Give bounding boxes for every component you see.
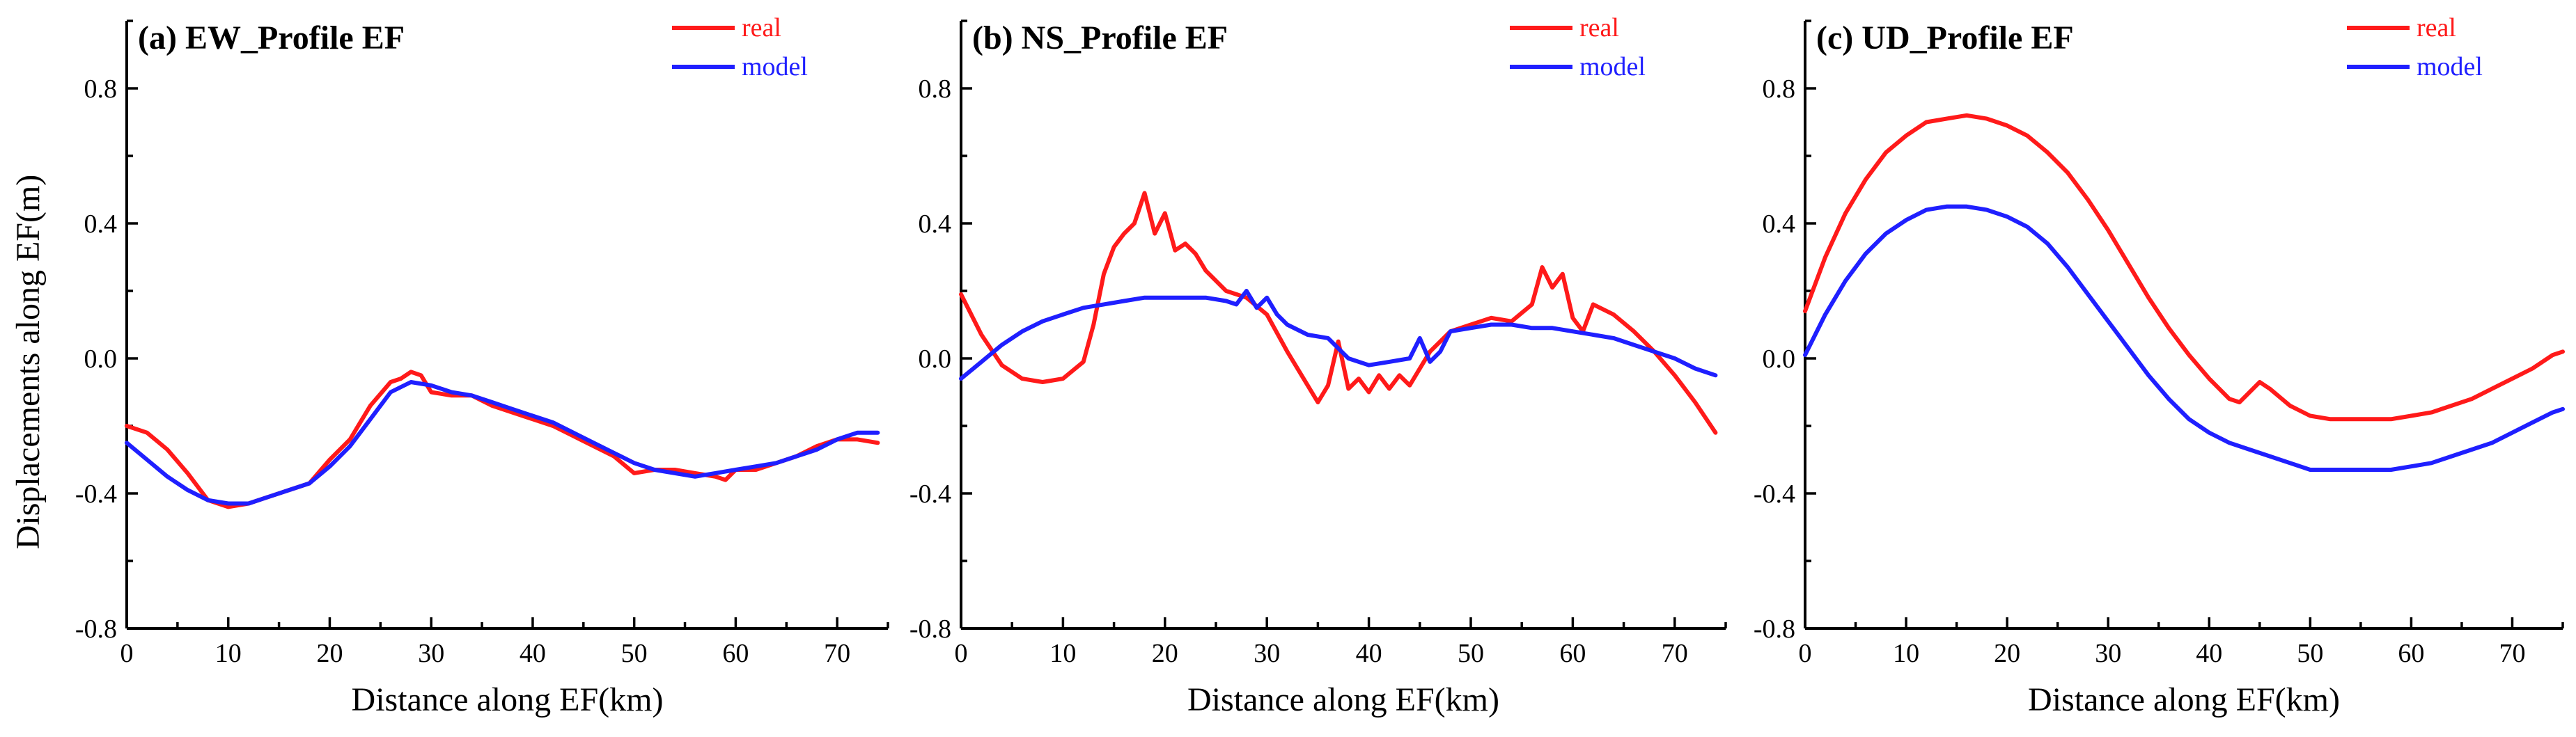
panel-title: (a) EW_Profile EF [138,19,405,56]
x-tick-label: 50 [2297,639,2323,668]
x-tick-label: 10 [215,639,242,668]
legend-label-model: model [1579,52,1646,81]
y-tick-label: 0.8 [919,74,952,104]
panel-title: (c) UD_Profile EF [1816,19,2074,56]
y-tick-label: -0.8 [75,615,117,644]
series-real-line [959,191,1718,435]
x-tick-label: 60 [2398,639,2424,668]
x-tick-label: 50 [621,639,648,668]
y-tick-label: -0.4 [75,480,117,509]
x-tick-label: 70 [824,639,850,668]
x-tick-label: 30 [2095,639,2121,668]
y-tick-label: -0.4 [910,480,951,509]
y-tick-label: 0.0 [919,344,952,374]
series-model-line [125,380,880,506]
y-tick-label: 0.4 [919,209,952,239]
panel-c: 0 10 20 30 40 50 60 70 -0.8 -0.4 0.0 0.4 0.8 (c) UD_P… [1754,13,2565,718]
x-tick-label: 30 [418,639,444,668]
y-tick-label: 0.4 [84,209,118,239]
x-tick-label: 60 [1559,639,1586,668]
y-tick-label: 0.4 [1763,209,1796,239]
y-tick-label: 0.8 [84,74,118,104]
x-axis-title: Distance along EF(km) [1187,681,1499,718]
x-tick-label: 20 [1994,639,2020,668]
x-tick-label: 40 [1356,639,1382,668]
legend-label-real: real [1579,13,1619,42]
panel-title: (b) NS_Profile EF [972,19,1228,56]
x-tick-label: 10 [1049,639,1076,668]
x-tick-label: 70 [1662,639,1688,668]
x-tick-label: 70 [2499,639,2525,668]
x-tick-label: 0 [1799,639,1812,668]
y-axis-title: Displacements along EF(m) [10,175,47,550]
legend-label-model: model [742,52,808,81]
x-tick-label: 20 [316,639,343,668]
y-tick-label: 0.8 [1763,74,1796,104]
x-tick-label: 60 [722,639,749,668]
y-tick-label: -0.8 [910,615,951,644]
x-axis-title: Distance along EF(km) [352,681,664,718]
legend-label-model: model [2417,52,2483,81]
panel-b: 0 10 20 30 40 50 60 70 -0.8 -0.4 0.0 0.4 0.8 (b) NS_P… [910,13,1727,718]
x-tick-label: 0 [120,639,134,668]
x-tick-label: 40 [520,639,546,668]
series-model-line [1803,204,2565,472]
series-model-line [959,289,1718,381]
y-tick-label: 0.0 [1763,344,1796,374]
x-tick-label: 20 [1152,639,1178,668]
series-real-line [1803,113,2565,422]
x-tick-label: 30 [1254,639,1280,668]
x-tick-label: 0 [955,639,968,668]
y-tick-label: -0.8 [1754,615,1795,644]
y-tick-label: -0.4 [1754,480,1795,509]
legend-label-real: real [2417,13,2456,42]
x-tick-label: 50 [1458,639,1484,668]
legend-label-real: real [742,13,781,42]
series-real-line [125,370,880,509]
x-tick-label: 40 [2196,639,2222,668]
panel-a: 0 10 20 30 40 50 60 70 -0.8 -0.4 0.0 0.4 0.8 (a) EW_P… [75,13,889,718]
x-axis-title: Distance along EF(km) [2028,681,2340,718]
y-tick-label: 0.0 [84,344,118,374]
x-tick-label: 10 [1893,639,1919,668]
